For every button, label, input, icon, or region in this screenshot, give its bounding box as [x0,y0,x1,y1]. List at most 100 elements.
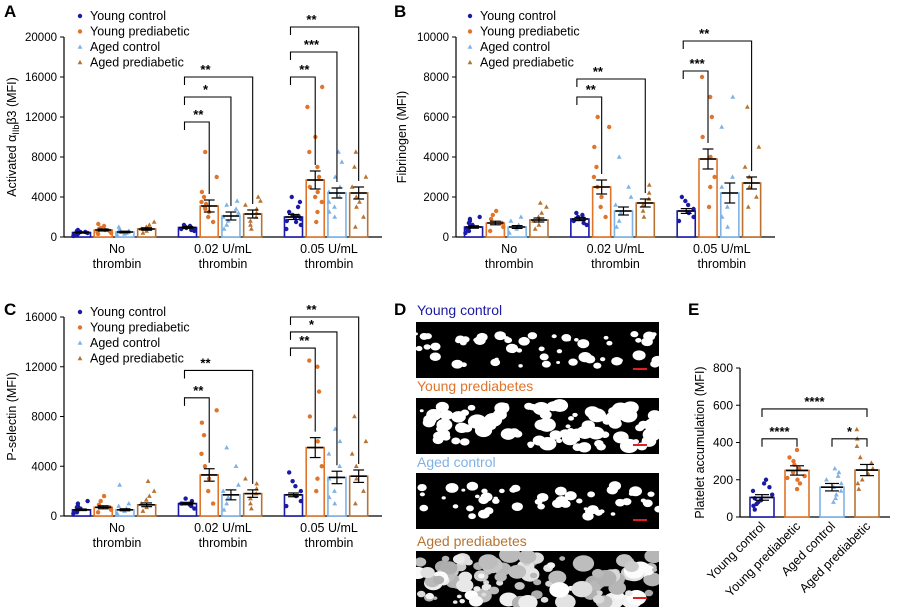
platelet-blob [419,409,424,413]
data-point [225,218,231,223]
data-point [640,208,646,213]
platelet-blob [600,357,606,362]
data-point [616,154,622,159]
data-point [315,209,320,215]
y-axis-label: Fibrinogen (MFI) [395,91,409,183]
data-point [700,134,705,140]
x-tick-label: 0.02 U/mL [194,521,252,535]
significance-bracket [576,96,603,174]
platelet-blob [608,410,620,420]
data-point [298,488,304,494]
platelet-blob [552,499,564,509]
data-point [297,199,303,205]
platelet-blob [474,494,480,499]
legend-marker-triangle-icon [77,340,83,345]
platelet-blob [455,337,462,344]
data-point [326,451,332,456]
data-point [236,482,241,487]
platelet-blob [603,335,609,340]
data-point [307,414,313,419]
data-point [361,488,366,493]
data-point [618,210,624,215]
data-point [539,210,545,215]
platelet-blob [492,498,500,504]
platelet-blob [499,551,521,563]
data-point [641,214,647,219]
platelet-blob [606,340,613,346]
significance-label: * [309,317,315,332]
platelet-blob [473,337,479,343]
platelet-blob [566,338,571,342]
platelet-blob [420,566,435,579]
data-point [616,218,622,223]
platelet-blob [452,554,466,564]
data-point [151,488,157,493]
data-point [767,485,772,490]
data-point [463,230,468,236]
legend-label: Young control [480,9,556,23]
data-point [571,218,576,224]
data-point [795,477,800,482]
platelet-blob [536,492,549,502]
y-tick-label: 2000 [423,192,449,204]
platelet-blob [518,551,537,564]
platelet-blob [512,486,517,490]
platelet-blob [445,482,459,493]
bar [698,158,718,238]
platelet-blob [600,431,610,439]
panel-letter-d: D [394,300,407,319]
data-point [199,189,205,195]
significance-bracket [289,51,338,182]
data-point [258,198,263,203]
data-point [614,224,619,229]
platelet-blob [452,600,458,604]
platelet-blob [537,503,545,510]
data-point [293,483,298,489]
data-point [699,74,705,80]
data-point [353,463,359,469]
platelet-blob [571,580,593,598]
data-point [224,202,230,207]
data-point [145,478,151,483]
x-tick-label: thrombin [305,257,354,271]
platelet-blob [556,349,563,354]
platelet-blob [622,498,632,506]
significance-label: ** [200,355,211,370]
data-point [537,200,543,205]
data-point [199,420,205,425]
platelet-blob [459,438,470,446]
data-point [591,174,597,180]
platelet-blob [624,560,639,572]
data-point [298,498,304,504]
platelet-blob [644,418,659,432]
data-point [487,228,493,234]
data-point [101,223,107,229]
data-point [284,218,290,224]
data-point [224,222,230,227]
significance-bracket [761,408,868,417]
significance-label: **** [804,394,825,409]
data-point [363,438,369,444]
x-tick-label: thrombin [93,536,142,550]
platelet-blob [511,502,523,512]
platelet-blob [592,568,604,578]
data-point [719,214,725,219]
data-point [769,492,775,497]
data-point [307,184,313,190]
platelet-blob [478,554,498,570]
data-point [787,455,792,460]
legend-marker-circle-icon [77,325,83,330]
bar [635,202,656,238]
data-point [75,501,81,506]
data-point [724,204,730,209]
platelet-blob [568,358,578,366]
data-point [581,220,586,226]
data-point [224,500,230,506]
data-point [532,226,538,231]
x-tick-label: 0.02 U/mL [587,242,645,256]
chart-panel-e: 0 200 400 600 800 Platelet accumulation (MFI)… [693,361,890,600]
platelet-blob [480,492,493,502]
platelet-blob [574,338,579,342]
data-point [683,198,688,204]
data-point [117,482,123,487]
